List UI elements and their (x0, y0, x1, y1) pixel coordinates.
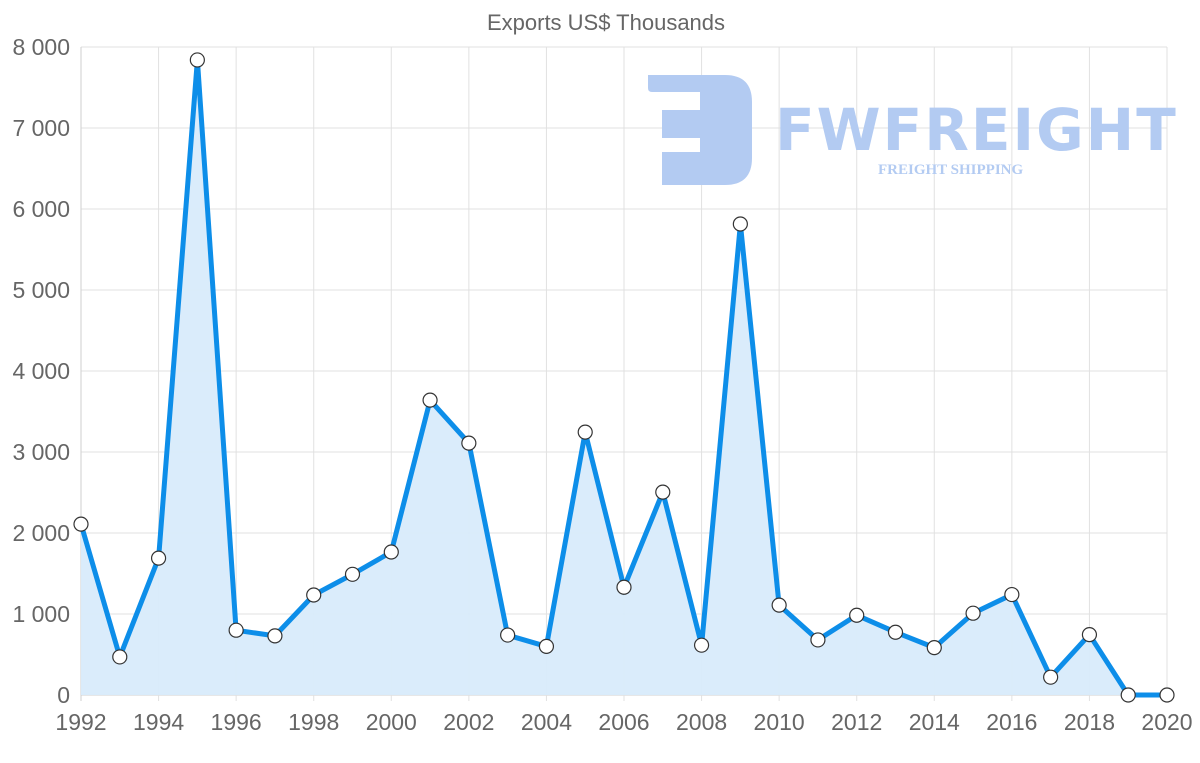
watermark-brand: FWFREIGHT (775, 96, 1178, 164)
data-point-2012[interactable] (849, 607, 865, 623)
x-tick-label: 2020 (1141, 709, 1192, 735)
data-point-2004[interactable] (538, 638, 555, 655)
data-point-2015[interactable] (965, 605, 981, 621)
x-tick-label: 2000 (366, 709, 417, 735)
x-tick-label: 2012 (831, 709, 882, 735)
x-tick-label: 2016 (986, 709, 1037, 735)
data-point-1997[interactable] (267, 628, 283, 644)
x-tick-label: 1992 (55, 709, 106, 735)
y-tick-label: 5 000 (12, 277, 70, 303)
x-tick-label: 2002 (443, 709, 494, 735)
data-point-2007[interactable] (655, 484, 671, 500)
data-point-2014[interactable] (926, 640, 942, 656)
data-point-2013[interactable] (887, 624, 904, 640)
data-point-2019[interactable] (1120, 687, 1136, 703)
fwfreight-logo-icon (648, 75, 752, 185)
y-tick-label: 1 000 (12, 601, 70, 627)
data-point-2018[interactable] (1081, 627, 1098, 643)
data-point-2017[interactable] (1043, 669, 1059, 685)
data-point-1992[interactable] (73, 516, 89, 532)
x-axis-ticks: 1992 1994 1996 1998 2000 2002 2004 2006 2008 2010… (55, 709, 1192, 735)
data-point-2008[interactable] (693, 637, 710, 653)
data-point-2002[interactable] (461, 435, 477, 451)
chart-title: Exports US$ Thousands (487, 10, 725, 35)
series-area-fill (81, 60, 1167, 695)
data-point-1999[interactable] (344, 566, 361, 582)
x-tick-label: 2018 (1064, 709, 1115, 735)
data-point-2000[interactable] (383, 544, 399, 560)
x-tick-label: 2004 (521, 709, 572, 735)
y-tick-label: 3 000 (12, 439, 70, 465)
data-point-2003[interactable] (500, 627, 516, 643)
watermark-logo: FWFREIGHT FREIGHT SHIPPING (648, 75, 1178, 185)
data-point-2009[interactable] (732, 216, 748, 232)
data-point-1996[interactable] (228, 622, 244, 638)
data-point-1994[interactable] (150, 550, 167, 566)
x-tick-label: 1994 (133, 709, 184, 735)
watermark-tagline: FREIGHT SHIPPING (878, 162, 1023, 178)
x-tick-label: 1996 (211, 709, 262, 735)
data-point-2010[interactable] (771, 597, 787, 613)
data-points (73, 52, 1175, 703)
x-tick-label: 2006 (598, 709, 649, 735)
y-tick-label: 7 000 (12, 115, 70, 141)
x-tick-label: 2008 (676, 709, 727, 735)
y-tick-label: 0 (57, 682, 70, 708)
y-axis-ticks: 0 1 000 2 000 3 000 4 000 5 000 6 000 7 000 8 00… (12, 34, 70, 708)
data-point-2020[interactable] (1159, 687, 1175, 703)
data-point-1998[interactable] (306, 587, 322, 603)
y-tick-label: 6 000 (12, 196, 70, 222)
y-tick-label: 8 000 (12, 34, 70, 60)
data-point-1993[interactable] (112, 649, 128, 665)
x-tick-label: 2014 (909, 709, 960, 735)
y-tick-label: 4 000 (12, 358, 70, 384)
data-point-2011[interactable] (810, 632, 826, 648)
data-point-2005[interactable] (577, 424, 593, 440)
data-point-2001[interactable] (422, 392, 438, 408)
x-tick-label: 1998 (288, 709, 339, 735)
data-point-2006[interactable] (616, 579, 632, 595)
x-tick-label: 2010 (754, 709, 805, 735)
data-point-1995[interactable] (189, 52, 205, 68)
y-tick-label: 2 000 (12, 520, 70, 546)
data-point-2016[interactable] (1004, 586, 1020, 603)
